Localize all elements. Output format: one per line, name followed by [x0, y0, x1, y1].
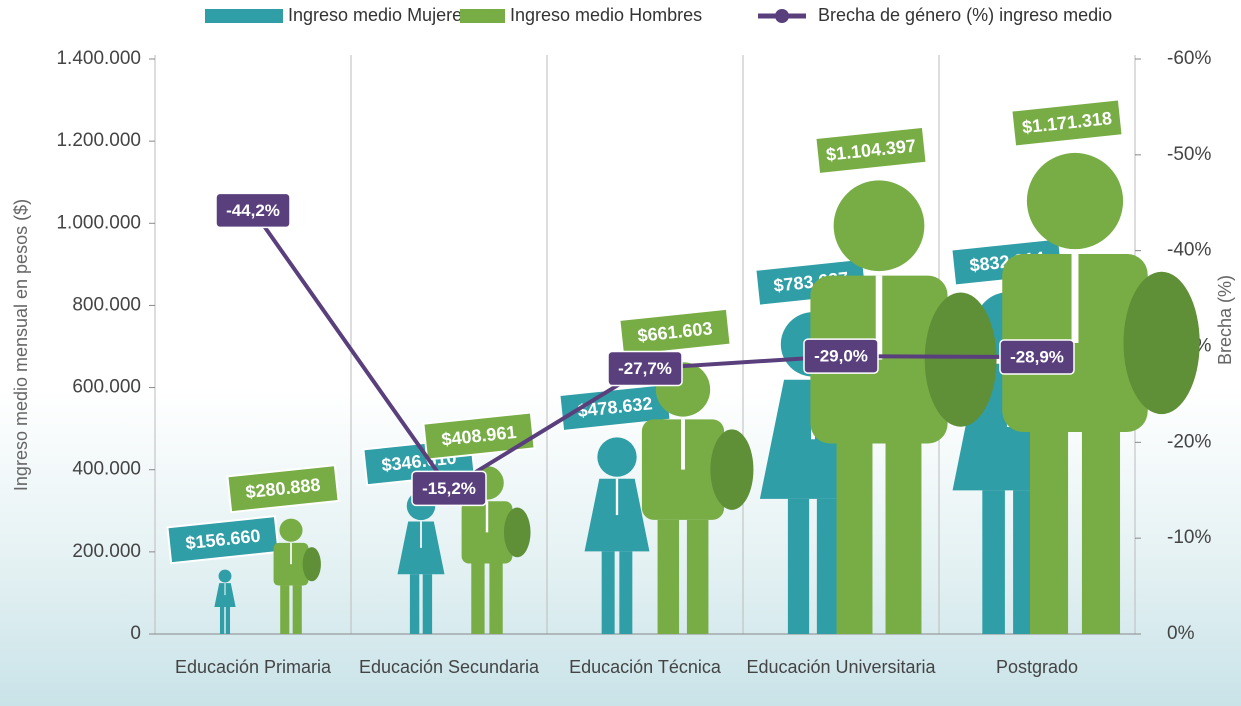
badge-bg [422, 411, 536, 461]
legend-swatch [775, 9, 789, 23]
y-tick-label: 200.000 [72, 541, 141, 562]
legend-swatch [205, 9, 283, 23]
legend-label: Ingreso medio Mujeres [288, 5, 471, 25]
figure-leg [836, 443, 873, 634]
figure-head [279, 518, 303, 542]
y-tick-label: 1.400.000 [56, 48, 141, 69]
bar-figure-female [584, 437, 650, 634]
legend-label: Ingreso medio Hombres [510, 5, 702, 25]
data-label: -27,7% [618, 359, 672, 378]
line-marker [607, 350, 683, 387]
value-badge: $156.660 [166, 515, 280, 565]
figure-pack [302, 547, 321, 582]
figure-pack [503, 507, 531, 558]
x-tick-label: Educación Secundaria [358, 657, 540, 677]
bar-figure-male [810, 180, 997, 634]
y2-axis-title: Brecha (%) [1215, 275, 1235, 365]
value-badge: $1.104.397 [814, 125, 928, 176]
figure-head [597, 437, 637, 477]
figure-pack [710, 429, 754, 510]
figure-leg [225, 606, 231, 634]
figure-leg [1081, 431, 1121, 634]
badge-bg [226, 463, 340, 514]
figure-leg [409, 574, 420, 634]
x-tick-label: Educación Primaria [174, 657, 332, 677]
line-marker [411, 470, 487, 507]
figure-leg [280, 585, 290, 634]
bar-figure-male [273, 518, 321, 634]
figure-head [218, 569, 232, 583]
x-tick-label: Educación Universitaria [746, 657, 936, 677]
x-tick-label: Educación Técnica [569, 657, 721, 677]
figure-leg [816, 498, 839, 634]
y2-tick-label: -40% [1167, 240, 1211, 261]
figure-leg [471, 563, 485, 634]
figure-leg [619, 551, 633, 634]
figure-leg [686, 519, 709, 634]
figure-head [833, 180, 925, 272]
y2-tick-label: -10% [1167, 527, 1211, 548]
y2-tick-label: -60% [1167, 48, 1211, 69]
badge-bg [166, 515, 280, 565]
y-tick-label: 1.200.000 [56, 130, 141, 151]
figure-leg [422, 574, 433, 634]
figure-leg [982, 490, 1005, 634]
figure-leg [787, 498, 810, 634]
y-tick-label: 0 [130, 623, 141, 644]
figure-pack [924, 292, 997, 427]
figure-leg [885, 443, 922, 634]
y-axis-title: Ingreso medio mensual en pesos ($) [11, 199, 31, 491]
bar-figure-male [1002, 152, 1200, 634]
value-badge: $661.603 [618, 307, 732, 357]
badge-bg [1010, 98, 1124, 148]
line-marker [803, 338, 879, 374]
line-marker [215, 192, 291, 229]
bar-figure-female [214, 569, 236, 634]
x-tick-label: Postgrado [995, 657, 1079, 677]
figure-leg [489, 563, 503, 634]
data-label: -15,2% [422, 479, 476, 498]
y-tick-label: 600.000 [72, 377, 141, 398]
figure-leg [292, 585, 302, 634]
badge-bg [814, 125, 928, 176]
figure-pack [1123, 271, 1200, 415]
figure-head [1026, 152, 1124, 250]
y2-tick-label: -50% [1167, 144, 1211, 165]
data-label: -44,2% [226, 201, 280, 220]
figure-body [810, 275, 948, 444]
figure-leg [601, 551, 615, 634]
y-tick-label: 800.000 [72, 294, 141, 315]
figure-leg [219, 606, 225, 634]
data-label: -29,0% [814, 347, 868, 366]
line-marker [999, 339, 1075, 375]
value-badge: $280.888 [226, 463, 340, 514]
value-badge: $408.961 [422, 411, 536, 461]
bar-figure-female [397, 491, 445, 634]
figure-leg [657, 519, 680, 634]
y2-tick-label: -20% [1167, 431, 1211, 452]
value-badge: $1.171.318 [1010, 98, 1124, 148]
badge-bg [618, 307, 732, 357]
legend-swatch [460, 9, 505, 23]
y-tick-label: 400.000 [72, 459, 141, 480]
data-label: -28,9% [1010, 348, 1064, 367]
figure-leg [1029, 431, 1069, 634]
y2-tick-label: 0% [1167, 623, 1195, 644]
y-tick-label: 1.000.000 [56, 212, 141, 233]
legend-label: Brecha de género (%) ingreso medio [818, 5, 1112, 25]
